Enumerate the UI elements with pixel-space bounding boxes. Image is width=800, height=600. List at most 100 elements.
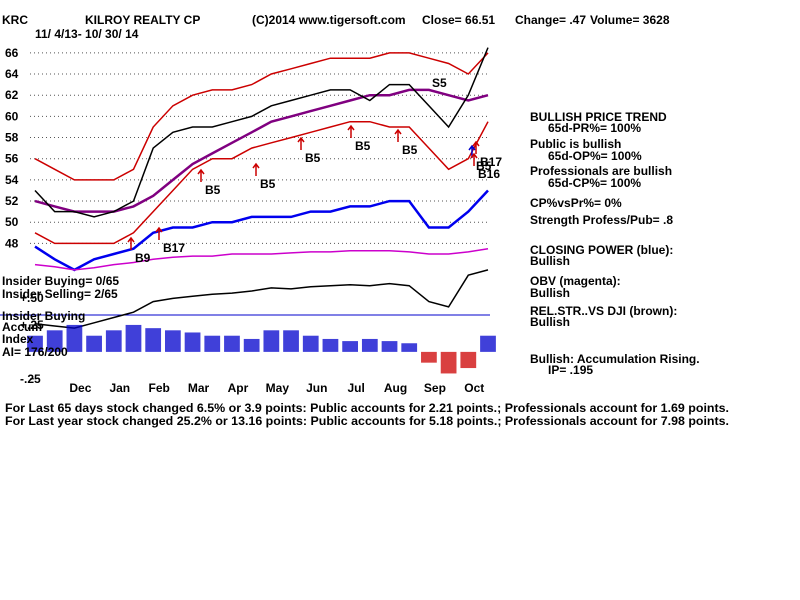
side-text: 65d-OP%= 100% — [548, 149, 642, 163]
footer-text: For Last year stock changed 25.2% or 13.… — [5, 414, 729, 428]
side-text: CLOSING POWER (blue): — [530, 243, 673, 257]
accum-bar — [480, 335, 496, 352]
side-text: Professionals are bullish — [530, 164, 672, 178]
x-tick-label: Apr — [228, 381, 249, 395]
x-tick-label: Aug — [384, 381, 407, 395]
side-text: IP= .195 — [548, 363, 593, 377]
signal-arrow — [197, 168, 205, 182]
y-tick-label: 52 — [5, 194, 19, 208]
signal-arrow — [472, 140, 480, 154]
y-tick-label: 48 — [5, 236, 19, 250]
side-text: Bullish — [530, 286, 570, 300]
accum-bar — [361, 338, 378, 352]
y-tick-label: 60 — [5, 109, 19, 123]
side-text: Strength Profess/Pub= .8 — [530, 213, 673, 227]
y-tick-label: 64 — [5, 67, 19, 81]
y-tick-label: 56 — [5, 152, 19, 166]
signal-label: B16 — [478, 167, 500, 181]
change: Change= .47 — [515, 13, 586, 27]
side-text: BULLISH PRICE TREND — [530, 110, 667, 124]
accum-bar — [105, 330, 122, 352]
volume: Volume= 3628 — [590, 13, 670, 27]
side-text: 65d-CP%= 100% — [548, 176, 641, 190]
insider-text: Accum — [2, 320, 42, 334]
signal-label: B5 — [402, 143, 418, 157]
accum-bar — [145, 328, 162, 352]
accum-bar — [86, 335, 102, 352]
y-tick-label: 54 — [5, 173, 19, 187]
x-tick-label: Jan — [109, 381, 130, 395]
x-tick-label: Jun — [306, 381, 327, 395]
accum-bar — [164, 330, 181, 352]
signal-label: B5 — [476, 159, 492, 173]
x-tick-label: Oct — [464, 381, 484, 395]
signal-label: B5 — [205, 183, 221, 197]
side-text: CP%vsPr%= 0% — [530, 196, 622, 210]
close: Close= 66.51 — [422, 13, 495, 27]
signal-arrow — [252, 162, 260, 176]
accum-bar — [66, 324, 83, 352]
x-tick-label: Dec — [69, 381, 91, 395]
signal-label: S5 — [432, 76, 447, 90]
copyright: (C)2014 www.tigersoft.com — [252, 13, 406, 27]
signal-label: B5 — [260, 177, 276, 191]
signal-label: B17 — [163, 241, 185, 255]
signal-arrow — [297, 136, 305, 150]
signal-label: B9 — [135, 251, 151, 265]
side-text: OBV (magenta): — [530, 274, 621, 288]
accum-bar — [204, 335, 221, 352]
x-tick-label: May — [266, 381, 290, 395]
accum-bar — [46, 330, 63, 352]
symbol: KRC — [2, 13, 28, 27]
insider-text: AI= 176/200 — [2, 345, 68, 359]
x-tick-label: Mar — [188, 381, 210, 395]
series-line — [34, 189, 489, 272]
insider-text: Insider Buying — [2, 309, 85, 323]
accum-bar — [401, 343, 418, 352]
series-line — [34, 52, 489, 181]
insider-text: Insider Buying= 0/65 — [2, 274, 119, 288]
y-tick-label: 62 — [5, 88, 19, 102]
footer-text: For Last 65 days stock changed 6.5% or 3… — [5, 401, 729, 415]
y-tick-label: 66 — [5, 46, 19, 60]
side-text: Bullish — [530, 315, 570, 329]
x-tick-label: Sep — [424, 381, 446, 395]
side-text: REL.STR..VS DJI (brown): — [530, 304, 677, 318]
accum-bar — [302, 335, 319, 352]
side-text: Public is bullish — [530, 137, 621, 151]
signal-arrow — [394, 128, 402, 142]
signal-arrow — [127, 236, 135, 250]
series-line — [34, 120, 489, 245]
signal-arrow — [347, 124, 355, 138]
accum-bar — [283, 330, 299, 352]
x-tick-label: Jul — [347, 381, 364, 395]
accum-bar — [27, 335, 43, 352]
accum-bar — [322, 338, 339, 352]
accum-bar — [421, 351, 437, 363]
side-text: Bullish — [530, 254, 570, 268]
y-tick-label: 50 — [5, 215, 19, 229]
signal-arrow — [155, 226, 163, 240]
accum-bar — [460, 351, 477, 369]
side-text: 65d-PR%= 100% — [548, 121, 641, 135]
series-line — [34, 88, 489, 213]
accum-bar — [342, 341, 359, 352]
side-text: Bullish: Accumulation Rising. — [530, 352, 700, 366]
signal-label: B5 — [355, 139, 371, 153]
accum-bar — [263, 330, 280, 352]
series-line — [34, 47, 489, 218]
signal-label: B17 — [480, 155, 502, 169]
date-range: 11/ 4/13- 10/ 30/ 14 — [35, 27, 139, 41]
insider-text: Index — [2, 332, 34, 346]
accum-bar — [243, 338, 260, 352]
x-tick-label: Feb — [149, 381, 170, 395]
signal-label: B5 — [305, 151, 321, 165]
y-tick-label: 58 — [5, 131, 19, 145]
series-line — [34, 247, 489, 271]
accum-bar — [184, 332, 201, 352]
insider-text: Insider Selling= 2/65 — [2, 287, 118, 301]
company: KILROY REALTY CP — [85, 13, 200, 27]
signal-arrow — [470, 152, 478, 166]
